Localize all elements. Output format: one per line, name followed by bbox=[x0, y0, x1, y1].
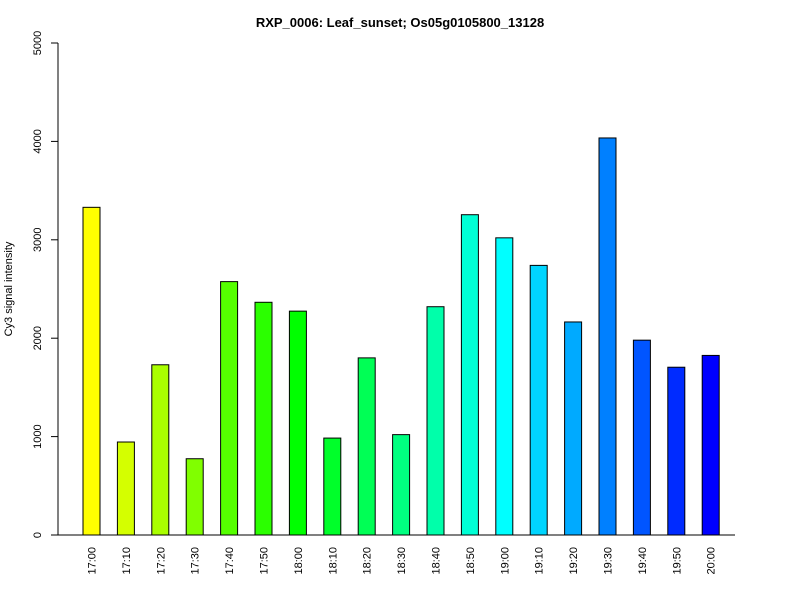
bar-1700 bbox=[82, 206, 101, 536]
bar-1850 bbox=[460, 214, 479, 536]
y-tick-label: 4000 bbox=[32, 129, 44, 153]
bar-1820 bbox=[357, 357, 376, 536]
bar-1840 bbox=[426, 306, 445, 536]
bar-1730 bbox=[185, 458, 204, 536]
x-tick-label: 17:50 bbox=[259, 547, 271, 575]
x-tick-label: 18:40 bbox=[431, 547, 443, 575]
bar-1750 bbox=[254, 301, 273, 536]
x-tick-label: 18:50 bbox=[465, 547, 477, 575]
x-tick-label: 17:10 bbox=[121, 547, 133, 575]
x-tick-label: 18:30 bbox=[396, 547, 408, 575]
y-tick-label: 0 bbox=[32, 532, 44, 538]
y-tick-label: 1000 bbox=[32, 424, 44, 448]
x-tick-label: 17:20 bbox=[155, 547, 167, 575]
chart-title: RXP_0006: Leaf_sunset; Os05g0105800_1312… bbox=[256, 15, 544, 30]
x-tick-label: 19:10 bbox=[534, 547, 546, 575]
bar-1950 bbox=[667, 366, 686, 536]
x-tick-label: 18:00 bbox=[293, 547, 305, 575]
x-tick-label: 18:10 bbox=[327, 547, 339, 575]
x-tick-label: 19:40 bbox=[637, 547, 649, 575]
x-tick-label: 19:00 bbox=[499, 547, 511, 575]
x-tick-label: 19:20 bbox=[568, 547, 580, 575]
x-axis: 17:00 17:10 17:20 17:30 17:40 17:50 18:00 18:10… bbox=[58, 534, 735, 575]
bar-1900 bbox=[495, 237, 514, 536]
bars-group bbox=[82, 137, 720, 536]
bar-1710 bbox=[116, 441, 135, 536]
y-tick-label: 5000 bbox=[32, 31, 44, 55]
x-tick-label: 20:00 bbox=[706, 547, 718, 575]
x-tick-label: 17:30 bbox=[190, 547, 202, 575]
bar-1720 bbox=[151, 364, 170, 536]
bar-1740 bbox=[220, 281, 239, 536]
y-tick-label: 2000 bbox=[32, 326, 44, 350]
bar-1800 bbox=[288, 310, 307, 536]
bar-2000 bbox=[701, 354, 720, 536]
x-tick-label: 19:50 bbox=[671, 547, 683, 575]
bar-1910 bbox=[529, 264, 548, 536]
y-axis-label: Cy3 signal intensity bbox=[3, 241, 15, 336]
x-tick-label: 19:30 bbox=[603, 547, 615, 575]
bar-1830 bbox=[392, 434, 411, 536]
y-axis: 0 1000 2000 3000 4000 5000 bbox=[32, 31, 59, 538]
x-tick-label: 17:40 bbox=[224, 547, 236, 575]
bar-1940 bbox=[632, 339, 651, 536]
bar-1810 bbox=[323, 437, 342, 536]
bar-1920 bbox=[564, 321, 583, 536]
bar-1930 bbox=[598, 137, 617, 536]
x-tick-label: 18:20 bbox=[362, 547, 374, 575]
y-tick-label: 3000 bbox=[32, 228, 44, 252]
x-tick-label: 17:00 bbox=[87, 547, 99, 575]
